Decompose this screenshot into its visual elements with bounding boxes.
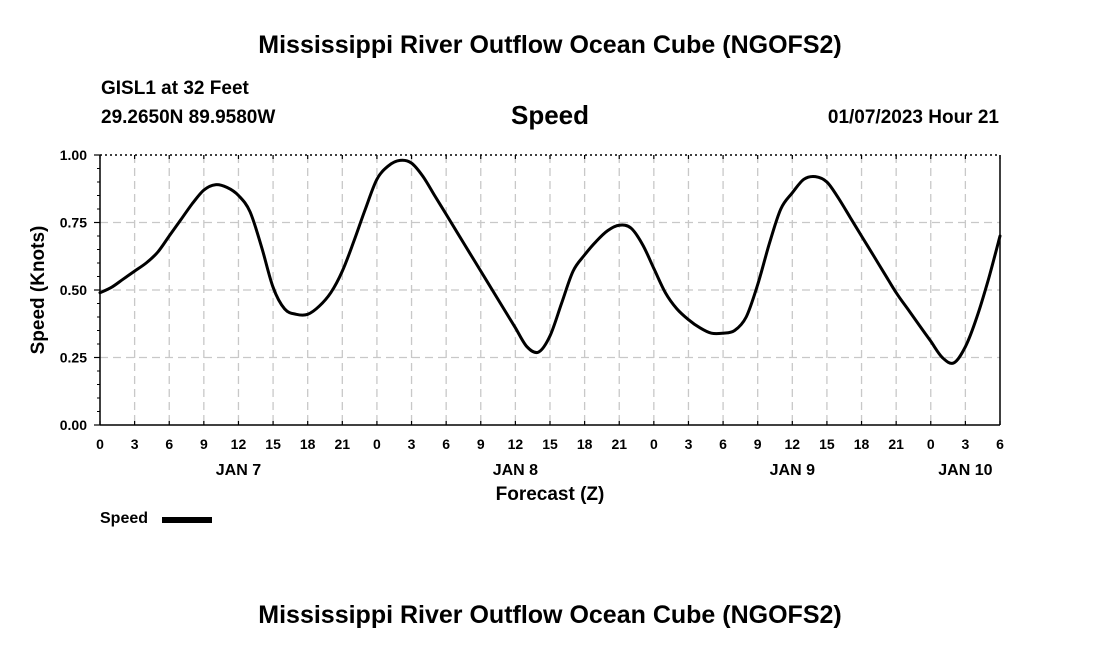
x-axis-label: Forecast (Z)	[496, 484, 605, 505]
x-tick-label: 18	[854, 436, 870, 452]
x-tick-label: 18	[577, 436, 593, 452]
x-tick-label: 0	[650, 436, 658, 452]
chart-title: Mississippi River Outflow Ocean Cube (NG…	[258, 31, 842, 59]
y-tick-label: 0.50	[60, 282, 87, 298]
y-tick-label: 0.25	[60, 350, 87, 366]
x-tick-label: 6	[719, 436, 727, 452]
x-tick-label: 6	[996, 436, 1004, 452]
x-tick-label: 18	[300, 436, 316, 452]
y-axis-label: Speed (Knots)	[28, 226, 49, 355]
x-tick-label: 6	[165, 436, 173, 452]
series-layer	[98, 158, 1002, 365]
x-tick-label: 12	[508, 436, 524, 452]
x-tick-label: 3	[408, 436, 416, 452]
x-tick-label: 15	[542, 436, 558, 452]
forecast-date-label: 01/07/2023 Hour 21	[827, 107, 999, 128]
x-tick-label: 9	[477, 436, 485, 452]
y-tick-label: 0.75	[60, 215, 87, 231]
x-tick-label: 9	[754, 436, 762, 452]
x-tick-label: 15	[819, 436, 835, 452]
day-label: JAN 10	[938, 462, 992, 479]
x-tick-label: 3	[685, 436, 693, 452]
x-tick-label: 21	[888, 436, 904, 452]
x-tick-label: 21	[611, 436, 627, 452]
footer-title: Mississippi River Outflow Ocean Cube (NG…	[258, 601, 842, 629]
coordinates-label: 29.2650N 89.9580W	[101, 107, 276, 128]
station-label: GISL1 at 32 Feet	[101, 78, 249, 99]
x-tick-label: 0	[927, 436, 935, 452]
x-tick-label: 6	[442, 436, 450, 452]
x-tick-label: 21	[335, 436, 351, 452]
x-tick-label: 0	[96, 436, 104, 452]
series-line-speed	[98, 158, 1002, 365]
x-tick-label: 15	[265, 436, 281, 452]
y-tick-label: 1.00	[60, 147, 87, 163]
x-tick-label: 12	[785, 436, 801, 452]
tick-labels: 0 3 6 9 12 15 18 21 0 3 6 9 12 15 18 21 0 3 6 9 12 15 18 21 0 3 6 0…	[60, 147, 1004, 479]
legend-label: Speed	[100, 510, 149, 527]
x-tick-label: 9	[200, 436, 208, 452]
grid	[100, 154, 1000, 425]
x-tick-label: 0	[373, 436, 381, 452]
day-label: JAN 9	[770, 462, 815, 479]
x-tick-label: 12	[231, 436, 247, 452]
day-label: JAN 7	[216, 462, 261, 479]
axes	[94, 154, 1001, 426]
day-label: JAN 8	[493, 462, 538, 479]
y-tick-label: 0.00	[60, 417, 87, 433]
variable-label: Speed	[510, 100, 590, 130]
legend-swatch	[162, 517, 212, 523]
x-tick-label: 3	[961, 436, 969, 452]
x-tick-label: 3	[131, 436, 139, 452]
